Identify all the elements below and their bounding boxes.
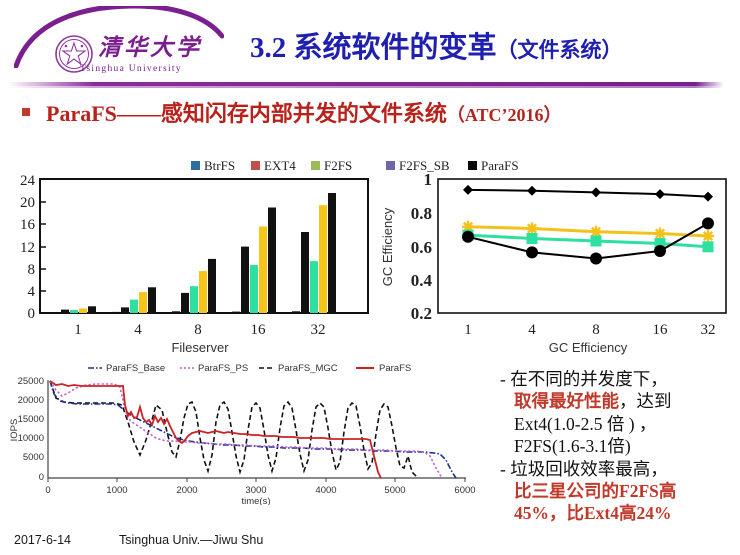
- logo-english-name: Tsinghua University: [80, 64, 182, 74]
- svg-text:BtrFS: BtrFS: [204, 158, 235, 173]
- page-title-sub: （文件系统）: [496, 38, 623, 62]
- svg-text:1: 1: [464, 322, 472, 338]
- bar-chart-legend: BtrFS EXT4 F2FS: [191, 158, 352, 173]
- iops-y-axis-label: IOPS: [9, 419, 20, 442]
- iops-series-parafs: [49, 380, 382, 479]
- svg-text:1000: 1000: [106, 485, 127, 496]
- bar-x-axis-label: Fileserver: [171, 340, 229, 355]
- svg-text:4: 4: [134, 322, 142, 338]
- svg-text:6000: 6000: [454, 485, 475, 496]
- svg-text:ParaFS_Base: ParaFS_Base: [106, 363, 165, 374]
- gc-series-parafs: [463, 184, 713, 202]
- note-line-6: 比三星公司的F2FS高: [514, 480, 677, 501]
- svg-text:4: 4: [528, 322, 536, 338]
- svg-text:5000: 5000: [23, 452, 44, 463]
- gc-x-axis-label: GC Efficiency: [549, 340, 628, 355]
- note-line-3: Ext4(1.0-2.5 倍 ) ，: [514, 413, 657, 434]
- svg-text:12: 12: [20, 240, 35, 256]
- gc-efficiency-line-chart: F2FS_SB ParaFS 1 0.8 0.6 0.4 0.2 GC Effi…: [380, 158, 727, 355]
- fileserver-bar-chart: BtrFS EXT4 F2FS 24 20 16 12 8 4 0: [20, 158, 369, 355]
- svg-text:EXT4: EXT4: [264, 158, 296, 173]
- svg-text:20: 20: [20, 195, 35, 211]
- svg-text:ParaFS_MGC: ParaFS_MGC: [278, 363, 338, 374]
- svg-text:0: 0: [45, 485, 50, 496]
- svg-text:5000: 5000: [384, 485, 405, 496]
- gc-chart-legend: F2FS_SB ParaFS: [386, 158, 519, 173]
- bar-x-axis: 1 4 8 16 32 Fileserver: [74, 322, 325, 355]
- bar-y-axis: 24 20 16 12 8 4 0: [20, 173, 46, 322]
- svg-text:1: 1: [74, 322, 82, 338]
- footer-org: Tsinghua Univ.—Jiwu Shu: [119, 533, 264, 547]
- iops-series-parafs-base: [49, 380, 457, 479]
- gc-y-axis: 1 0.8 0.6 0.4 0.2 GC Efficiency: [380, 170, 433, 323]
- svg-text:10000: 10000: [18, 433, 44, 444]
- logo-chinese-name: 清华大学: [98, 35, 202, 60]
- gc-series-ext4: [462, 217, 714, 265]
- iops-timeseries-chart: ParaFS_Base ParaFS_PS ParaFS_MGC ParaFS …: [9, 363, 476, 505]
- svg-text:16: 16: [653, 322, 669, 338]
- header-divider: [8, 82, 724, 86]
- bar-series-group: [52, 193, 336, 313]
- page-title-main: 3.2 系统软件的变革: [250, 32, 497, 64]
- svg-text:8: 8: [592, 322, 600, 338]
- gc-series-f2fs-sb: [462, 220, 714, 242]
- svg-text:0: 0: [39, 472, 44, 483]
- bullet-heading-ref: （ATC’2016）: [446, 105, 562, 125]
- svg-text:ParaFS: ParaFS: [379, 363, 411, 374]
- summary-notes: - 在不同的并发度下， 取得最好性能，达到 Ext4(1.0-2.5 倍 ) ，…: [500, 368, 738, 525]
- note-line-7: 45%，比Ext4高24%: [514, 503, 672, 524]
- svg-text:ParaFS: ParaFS: [481, 158, 519, 173]
- iops-legend: ParaFS_Base ParaFS_PS ParaFS_MGC ParaFS: [88, 363, 411, 374]
- svg-text:25000: 25000: [18, 376, 44, 387]
- bullet-heading-text: ParaFS——感知闪存内部并发的文件系统（ATC’2016）: [46, 96, 562, 128]
- svg-text:F2FS: F2FS: [324, 158, 352, 173]
- iops-axes: 25000 20000 15000 10000 5000 0 IOPS 0 10…: [9, 376, 476, 505]
- tsinghua-logo: 清华大学 Tsinghua University: [14, 6, 224, 84]
- svg-text:0.8: 0.8: [411, 204, 432, 223]
- page-title: 3.2 系统软件的变革（文件系统）: [250, 24, 623, 66]
- iops-series-parafs-ps: [49, 380, 443, 479]
- svg-text:4: 4: [28, 284, 36, 300]
- note-line-2-rest: ，达到: [619, 391, 672, 412]
- svg-text:8: 8: [194, 322, 202, 338]
- svg-text:F2FS_SB: F2FS_SB: [399, 158, 450, 173]
- svg-text:1: 1: [424, 170, 433, 189]
- gc-x-axis: 1 4 8 16 32 GC Efficiency: [464, 322, 715, 355]
- note-line-4: F2FS(1.6-3.1倍): [514, 436, 631, 457]
- svg-text:2000: 2000: [176, 485, 197, 496]
- note-line-5: - 垃圾回收效率最高，: [500, 458, 668, 479]
- svg-text:ParaFS_PS: ParaFS_PS: [198, 363, 248, 374]
- svg-text:32: 32: [311, 322, 326, 338]
- bullet-heading-main: ParaFS——感知闪存内部并发的文件系统: [46, 101, 447, 126]
- footer-date: 2017-6-14: [14, 533, 71, 547]
- iops-series-parafs-mgc: [49, 380, 419, 479]
- header-divider-shadow: [8, 86, 724, 88]
- svg-text:20000: 20000: [18, 395, 44, 406]
- logo-seal-icon: [55, 35, 93, 73]
- bullet-square-icon: [22, 108, 30, 116]
- svg-text:0.6: 0.6: [411, 238, 432, 257]
- note-line-2: 取得最好性能，达到: [500, 390, 738, 412]
- svg-text:3000: 3000: [245, 485, 266, 496]
- logo-arc-icon: [14, 6, 224, 68]
- bullet-heading: ParaFS——感知闪存内部并发的文件系统（ATC’2016）: [18, 96, 722, 126]
- svg-text:24: 24: [20, 173, 36, 189]
- note-line-2-highlight: 取得最好性能: [514, 391, 619, 412]
- svg-text:8: 8: [28, 262, 36, 278]
- gc-y-axis-label: GC Efficiency: [380, 207, 395, 286]
- svg-text:15000: 15000: [18, 414, 44, 425]
- svg-text:0.2: 0.2: [411, 304, 432, 323]
- svg-text:0.4: 0.4: [411, 271, 433, 290]
- svg-text:0: 0: [28, 306, 36, 322]
- svg-text:4000: 4000: [315, 485, 336, 496]
- svg-text:32: 32: [701, 322, 716, 338]
- iops-x-axis-label: time(s): [241, 496, 270, 505]
- note-line-1: - 在不同的并发度下，: [500, 369, 668, 389]
- svg-text:16: 16: [251, 322, 267, 338]
- svg-text:16: 16: [20, 217, 36, 233]
